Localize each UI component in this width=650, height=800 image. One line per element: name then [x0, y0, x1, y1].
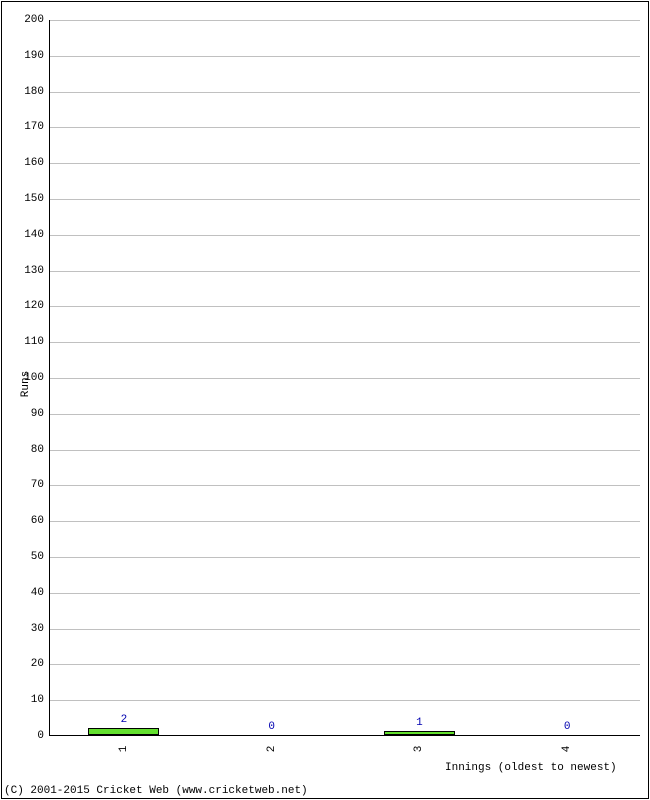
gridline [50, 235, 640, 236]
xtick-label: 3 [413, 746, 425, 753]
gridline [50, 92, 640, 93]
gridline [50, 163, 640, 164]
gridline [50, 629, 640, 630]
ytick-label: 70 [31, 479, 44, 491]
bar [384, 731, 455, 735]
ytick-label: 0 [37, 730, 44, 742]
gridline [50, 593, 640, 594]
ytick-label: 170 [24, 121, 44, 133]
ytick-label: 90 [31, 408, 44, 420]
plot-area: 0102030405060708090100110120130140150160… [49, 20, 640, 736]
gridline [50, 342, 640, 343]
bar-value-label: 2 [121, 714, 128, 726]
gridline [50, 414, 640, 415]
ytick-label: 20 [31, 658, 44, 670]
ytick-label: 110 [24, 336, 44, 348]
bar [88, 728, 159, 735]
gridline [50, 127, 640, 128]
gridline [50, 199, 640, 200]
ytick-label: 80 [31, 444, 44, 456]
ytick-label: 120 [24, 300, 44, 312]
gridline [50, 20, 640, 21]
ytick-label: 160 [24, 157, 44, 169]
ytick-label: 150 [24, 193, 44, 205]
ytick-label: 140 [24, 229, 44, 241]
gridline [50, 557, 640, 558]
xtick-label: 2 [266, 746, 278, 753]
gridline [50, 378, 640, 379]
gridline [50, 700, 640, 701]
gridline [50, 450, 640, 451]
ytick-label: 40 [31, 587, 44, 599]
ytick-label: 130 [24, 265, 44, 277]
ytick-label: 10 [31, 694, 44, 706]
ytick-label: 50 [31, 551, 44, 563]
bar-value-label: 0 [564, 721, 571, 733]
gridline [50, 664, 640, 665]
copyright-text: (C) 2001-2015 Cricket Web (www.cricketwe… [4, 785, 308, 797]
bar-value-label: 0 [268, 721, 275, 733]
gridline [50, 56, 640, 57]
y-axis-label: Runs [20, 371, 32, 397]
gridline [50, 271, 640, 272]
bar-value-label: 1 [416, 717, 423, 729]
chart-container: 0102030405060708090100110120130140150160… [0, 0, 650, 800]
x-axis-label: Innings (oldest to newest) [445, 762, 617, 774]
gridline [50, 485, 640, 486]
gridline [50, 521, 640, 522]
ytick-label: 200 [24, 14, 44, 26]
xtick-label: 4 [561, 746, 573, 753]
ytick-label: 60 [31, 515, 44, 527]
ytick-label: 190 [24, 50, 44, 62]
ytick-label: 30 [31, 623, 44, 635]
ytick-label: 180 [24, 86, 44, 98]
xtick-label: 1 [118, 746, 130, 753]
gridline [50, 306, 640, 307]
